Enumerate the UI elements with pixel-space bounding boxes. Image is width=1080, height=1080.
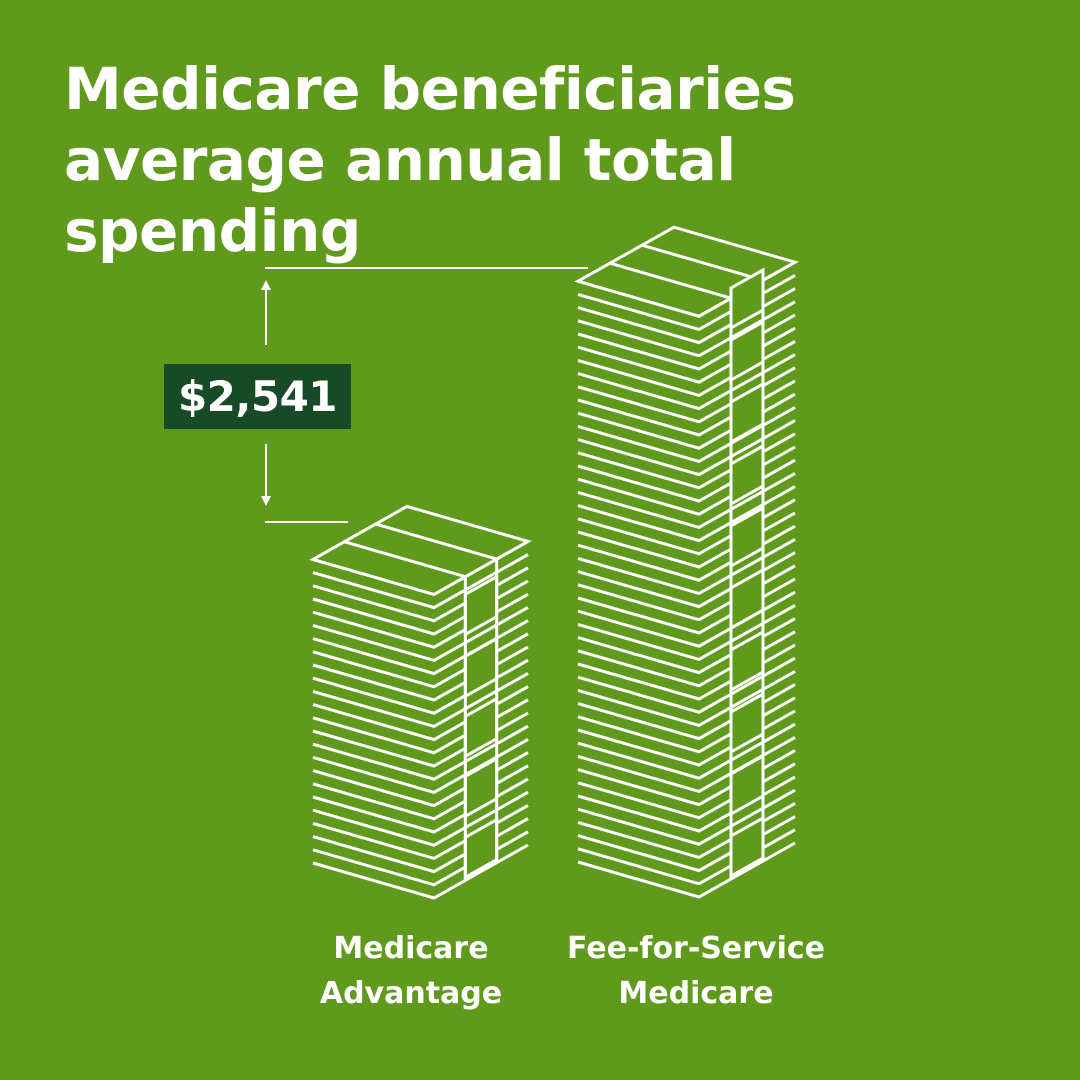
category-label-line: Medicare [333,931,489,966]
paper-band [729,815,765,879]
bundle-divider [641,243,764,282]
difference-badge-background [164,364,351,429]
bar-medicare-advantage [309,504,532,900]
paper-band [729,753,765,817]
category-label-fee-for-service: Fee-for-Service Medicare [546,926,846,1016]
category-label-line: Advantage [319,976,503,1011]
bundle-divider [609,261,732,300]
category-label-line: Fee-for-Service [566,931,826,966]
difference-label: $2,541 [177,372,338,421]
paper-band [729,319,765,383]
bundle-divider [343,540,466,579]
arrow-up-icon [261,280,271,290]
paper-band [463,817,499,880]
paper-band [463,756,499,819]
paper-band [729,381,765,445]
category-label-line: Medicare [618,976,774,1011]
money-stacks [309,225,799,900]
bundle-divider [375,522,498,561]
difference-marker [261,267,588,523]
arrow-down-icon [261,496,271,506]
chart-title: Medicare beneficiaries average annual to… [64,55,796,265]
category-label-medicare-advantage: Medicare Advantage [261,926,561,1016]
bar-fee-for-service-medicare [574,225,799,899]
paper-band [729,567,765,631]
paper-band [729,629,765,693]
paper-band [463,574,499,637]
paper-band [729,505,765,569]
paper-band [463,636,499,699]
